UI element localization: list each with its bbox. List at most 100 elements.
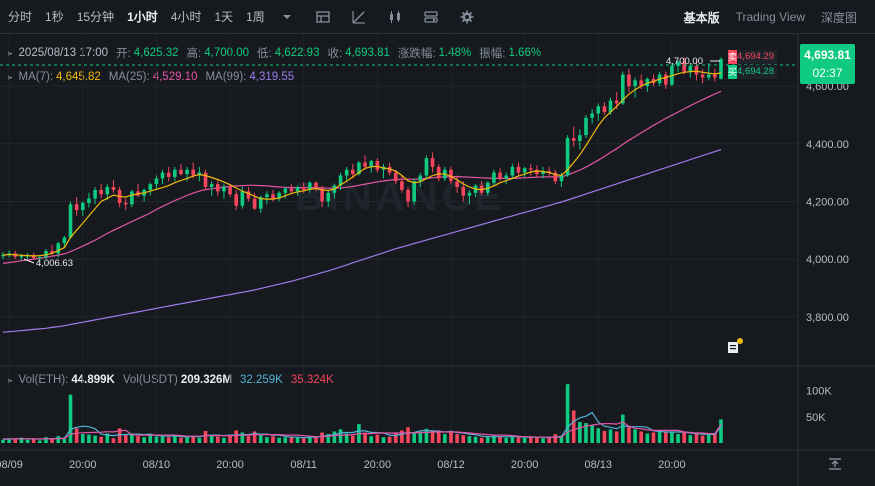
ma25-label: MA(25):	[108, 71, 150, 83]
timeframe-1w[interactable]: 1周	[246, 10, 265, 24]
volume-bar	[314, 437, 318, 443]
ma-collapse-caret-icon[interactable]: ▸	[8, 71, 13, 82]
candle-body	[228, 187, 232, 195]
volume-bars	[1, 384, 723, 443]
vol-usdt-label: Vol(USDT)	[122, 374, 178, 386]
candle-body	[700, 74, 705, 78]
alert-notes-icon[interactable]	[727, 338, 743, 353]
volume-bar	[222, 437, 226, 443]
volume-bar	[547, 437, 551, 443]
settings-gear-icon[interactable]	[460, 10, 474, 24]
timeframe-dropdown-icon[interactable]	[282, 10, 292, 24]
indicators-icon[interactable]	[316, 10, 330, 24]
volume-bar	[117, 428, 122, 443]
view-basic[interactable]: 基本版	[683, 10, 720, 25]
candle-body	[185, 169, 189, 175]
volume-bar	[326, 434, 331, 443]
ma99-line	[2, 148, 722, 333]
ma7-line	[2, 70, 722, 257]
candle-body	[627, 74, 631, 87]
candle-body	[565, 138, 570, 176]
volume-bar	[271, 436, 275, 443]
timeframe-1d[interactable]: 1天	[214, 10, 234, 24]
volume-bar	[682, 431, 686, 443]
view-depth[interactable]: 深度图	[820, 10, 857, 25]
volume-bar	[173, 435, 177, 443]
volume-bar	[234, 430, 238, 443]
amplitude-label: 振幅:	[479, 48, 506, 60]
time-tick-label: 08/10	[143, 459, 171, 471]
candle-body	[467, 192, 472, 196]
volume-bar	[706, 434, 711, 443]
time-tick-label: 08/13	[584, 459, 612, 471]
volume-bar	[136, 436, 140, 443]
ma7-polyline	[2, 70, 722, 257]
volume-bar	[400, 430, 404, 443]
time-tick-label: 20:00	[69, 459, 97, 471]
timeframe-1h[interactable]: 1小时	[127, 10, 158, 24]
ohlc-info: ▸ 2025/08/13 17:00 开: 4,625.32 高: 4,700.00…	[8, 45, 549, 61]
view-tradingview[interactable]: Trading View	[735, 10, 805, 24]
volume-bar	[350, 435, 355, 443]
volume-bar	[516, 437, 521, 443]
volume-bar	[215, 436, 220, 443]
candle-body	[154, 178, 159, 185]
volume-bar	[277, 437, 281, 443]
volume-bar	[381, 437, 386, 443]
volume-bar	[670, 432, 674, 443]
candle-body	[547, 171, 551, 173]
volume-bar	[7, 438, 11, 443]
vol-collapse-caret-icon[interactable]: ▸	[8, 374, 13, 385]
volume-bar	[486, 437, 490, 443]
view-switcher: 基本版 Trading View 深度图	[668, 0, 857, 34]
volume-ma-lines	[2, 411, 722, 440]
timeframe-1s[interactable]: 1秒	[45, 10, 64, 24]
price-tick-label: 3,800.00	[806, 312, 849, 324]
volume-bar	[719, 419, 723, 443]
volume-bar	[498, 436, 502, 443]
candle-body	[117, 189, 122, 203]
volume-bar	[265, 437, 269, 443]
draw-line-icon[interactable]	[352, 10, 366, 24]
volume-bar	[633, 429, 637, 443]
last-price-badge: 4,693.81 02:37	[800, 44, 855, 84]
timeframe-tick[interactable]: 分时	[8, 10, 33, 24]
candle-body	[670, 65, 674, 85]
best-bid: 买 4,694.28	[728, 65, 777, 79]
collapse-caret-icon[interactable]: ▸	[8, 47, 13, 58]
change-value: 1.48%	[438, 47, 472, 59]
volume-bar	[123, 435, 128, 443]
volume-bar	[713, 433, 717, 443]
candle-body	[461, 187, 466, 196]
amplitude-value: 1.66%	[508, 47, 542, 59]
volume-bar	[130, 433, 134, 443]
layout-icon[interactable]	[424, 10, 438, 24]
candle-body	[375, 161, 380, 170]
candle-body	[25, 255, 30, 257]
volume-bar	[461, 435, 466, 443]
axis-settings-icon[interactable]	[828, 457, 842, 471]
price-tick-label: 4,400.00	[806, 139, 849, 151]
candle-body	[295, 187, 300, 192]
candle-body	[357, 162, 361, 175]
volume-ma5-polyline	[2, 411, 722, 440]
candle-style-icon[interactable]	[388, 10, 402, 24]
timeframe-4h[interactable]: 4小时	[170, 10, 202, 24]
candle-body	[1, 254, 5, 257]
candle-body	[584, 117, 588, 136]
candle-body	[393, 172, 398, 182]
bid-price: 4,694.28	[737, 65, 777, 79]
volume-bar	[74, 428, 79, 443]
candle-body	[516, 166, 521, 173]
vol-ma10-value: 35.324K	[290, 374, 334, 386]
timeframe-15m[interactable]: 15分钟	[76, 10, 115, 24]
volume-bar	[688, 435, 693, 443]
ma25-line	[2, 90, 722, 264]
volume-bar	[166, 437, 171, 443]
candle-body	[136, 191, 140, 196]
volume-bar	[308, 436, 312, 443]
volume-bar	[301, 438, 306, 443]
volume-bar	[614, 431, 619, 443]
candle-body	[350, 169, 355, 175]
candle-body	[498, 172, 502, 179]
